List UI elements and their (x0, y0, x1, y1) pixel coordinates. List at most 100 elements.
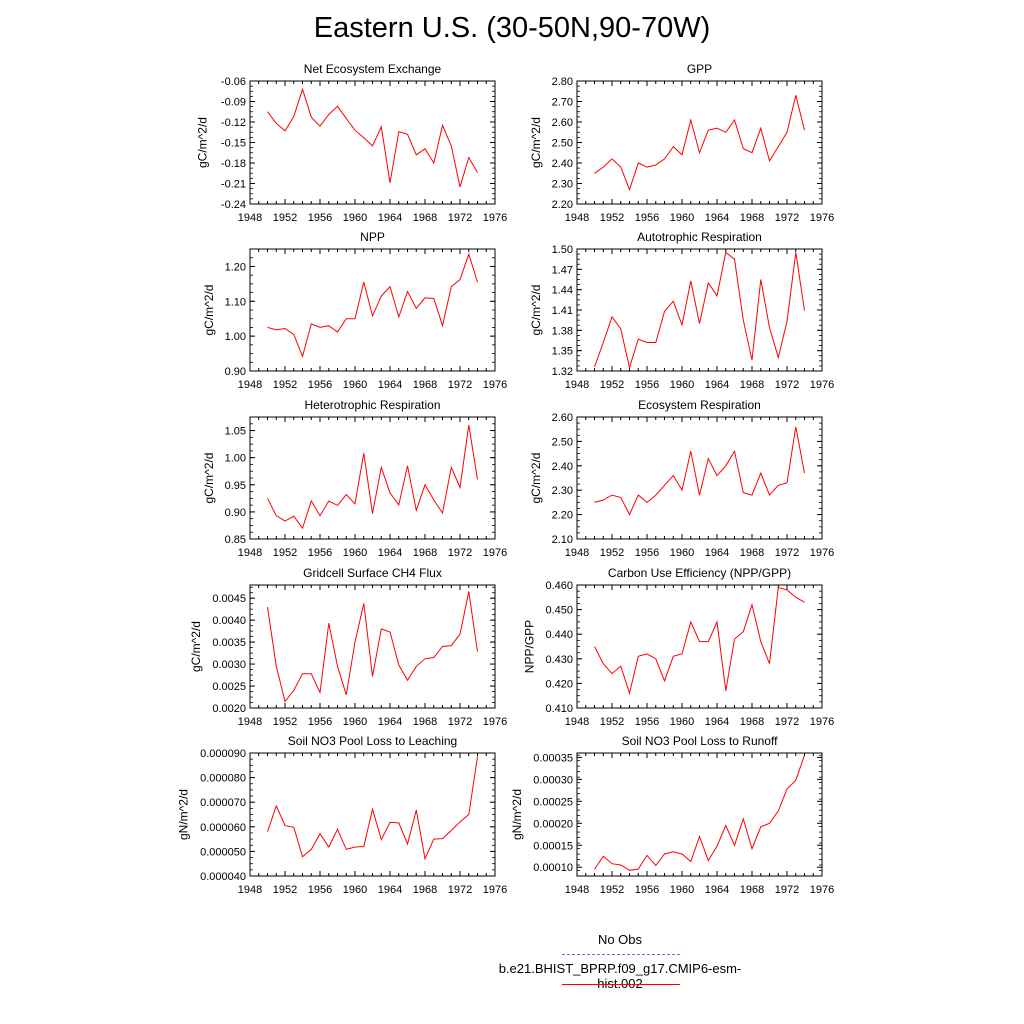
y-tick-label: 0.0020 (212, 703, 246, 715)
x-tick-label: 1964 (705, 547, 729, 559)
x-tick-label: 1948 (238, 884, 262, 896)
x-tick-label: 1956 (635, 884, 659, 896)
x-tick-label: 1968 (413, 379, 437, 391)
x-tick-label: 1960 (670, 212, 694, 224)
y-tick-label: 2.40 (552, 461, 573, 473)
x-tick-label: 1964 (378, 547, 402, 559)
panel-7: Gridcell Surface CH4 Flux 1948 1952 1956 196… (189, 566, 507, 728)
y-tick-label: 0.000080 (200, 773, 246, 785)
x-tick-label: 1976 (810, 716, 834, 728)
y-tick-label: 0.0025 (212, 681, 246, 693)
x-tick-label: 1976 (810, 212, 834, 224)
x-tick-label: 1972 (775, 716, 799, 728)
y-tick-label: 1.32 (552, 366, 573, 378)
y-tick-label: -0.21 (221, 179, 246, 191)
x-tick-label: 1948 (565, 547, 589, 559)
y-axis-label: gC/m^2/d (529, 285, 543, 336)
x-tick-label: 1960 (670, 716, 694, 728)
x-tick-label: 1964 (378, 716, 402, 728)
y-tick-label: 0.000070 (200, 797, 246, 809)
x-tick-label: 1952 (600, 379, 624, 391)
x-tick-label: 1972 (448, 716, 472, 728)
x-tick-label: 1968 (413, 716, 437, 728)
y-tick-label: 0.460 (545, 580, 573, 592)
x-tick-label: 1948 (238, 547, 262, 559)
plot-frame (576, 416, 823, 540)
y-tick-label: 0.0045 (212, 593, 246, 605)
y-tick-label: 1.47 (552, 264, 573, 276)
x-tick-label: 1976 (483, 547, 507, 559)
x-tick-label: 1976 (810, 547, 834, 559)
panel-6: Ecosystem Respiration 1948 1952 1956 1960 196… (529, 398, 834, 559)
plot-frame (576, 80, 823, 205)
y-tick-label: 0.0035 (212, 637, 246, 649)
series-line (267, 591, 478, 703)
panel-8: Carbon Use Efficiency (NPP/GPP) 1948 1952 1… (523, 566, 835, 728)
panel-title: Soil NO3 Pool Loss to Runoff (622, 734, 779, 748)
x-tick-label: 1968 (740, 547, 764, 559)
x-tick-label: 1972 (775, 547, 799, 559)
panel-3: NPP 1948 1952 1956 1960 1964 1968 1972 1976 0.90 1… (202, 230, 507, 391)
y-tick-label: -0.15 (221, 138, 246, 150)
x-tick-label: 1972 (775, 212, 799, 224)
y-axis-label: gC/m^2/d (189, 621, 203, 672)
legend-obs-line (562, 954, 680, 955)
y-tick-label: 2.50 (552, 138, 573, 150)
y-tick-label: 2.60 (552, 412, 573, 424)
x-tick-label: 1952 (600, 716, 624, 728)
x-tick-label: 1952 (600, 884, 624, 896)
panel-4: Autotrophic Respiration 1948 1952 1956 1960 1… (529, 230, 834, 391)
y-tick-label: 0.90 (225, 366, 246, 378)
y-tick-label: -0.09 (221, 97, 246, 109)
figure-title: Eastern U.S. (30-50N,90-70W) (313, 12, 711, 44)
x-tick-label: 1952 (273, 716, 297, 728)
x-tick-label: 1960 (343, 884, 367, 896)
panel-title: Ecosystem Respiration (638, 398, 761, 412)
x-tick-label: 1960 (343, 212, 367, 224)
y-tick-label: 1.35 (552, 346, 573, 358)
y-axis-label: gC/m^2/d (202, 285, 216, 336)
y-axis-label: gC/m^2/d (202, 453, 216, 504)
x-tick-label: 1952 (273, 884, 297, 896)
y-tick-label: 1.44 (552, 285, 573, 297)
y-tick-label: 1.50 (552, 244, 573, 256)
panel-1: Net Ecosystem Exchange 1948 1952 1956 1960 19… (196, 62, 508, 224)
panel-title: Gridcell Surface CH4 Flux (303, 566, 442, 580)
x-tick-label: 1960 (670, 379, 694, 391)
y-tick-label: 0.00030 (533, 774, 573, 786)
x-tick-label: 1960 (343, 716, 367, 728)
x-tick-label: 1948 (238, 379, 262, 391)
y-tick-label: -0.18 (221, 158, 246, 170)
plot-frame (249, 80, 496, 205)
x-tick-label: 1956 (635, 212, 659, 224)
panel-title: Soil NO3 Pool Loss to Leaching (288, 734, 457, 748)
y-tick-label: 0.0040 (212, 615, 246, 627)
series-line (267, 252, 478, 358)
x-tick-label: 1956 (308, 212, 332, 224)
y-tick-label: -0.24 (221, 199, 246, 211)
y-tick-label: 2.60 (552, 117, 573, 129)
x-tick-label: 1972 (448, 379, 472, 391)
y-tick-label: 1.10 (225, 296, 246, 308)
y-tick-label: 0.95 (225, 480, 246, 492)
x-tick-label: 1960 (670, 884, 694, 896)
panel-9: Soil NO3 Pool Loss to Leaching 1948 1952 19… (177, 734, 508, 896)
y-axis-label: gC/m^2/d (529, 117, 543, 168)
y-tick-label: 0.85 (225, 534, 246, 546)
y-tick-label: 0.420 (545, 678, 573, 690)
y-tick-label: 0.0030 (212, 659, 246, 671)
y-tick-label: 2.30 (552, 485, 573, 497)
y-tick-label: 0.440 (545, 629, 573, 641)
y-tick-label: 0.00035 (533, 752, 573, 764)
x-tick-label: 1952 (273, 379, 297, 391)
series-line (267, 425, 478, 530)
x-tick-label: 1956 (308, 716, 332, 728)
x-tick-label: 1976 (483, 716, 507, 728)
series-line (594, 95, 805, 192)
y-tick-label: 0.00025 (533, 796, 573, 808)
y-tick-label: -0.12 (221, 117, 246, 129)
y-tick-label: 0.430 (545, 654, 573, 666)
y-tick-label: 2.80 (552, 76, 573, 88)
y-tick-label: 0.410 (545, 703, 573, 715)
x-tick-label: 1964 (705, 379, 729, 391)
